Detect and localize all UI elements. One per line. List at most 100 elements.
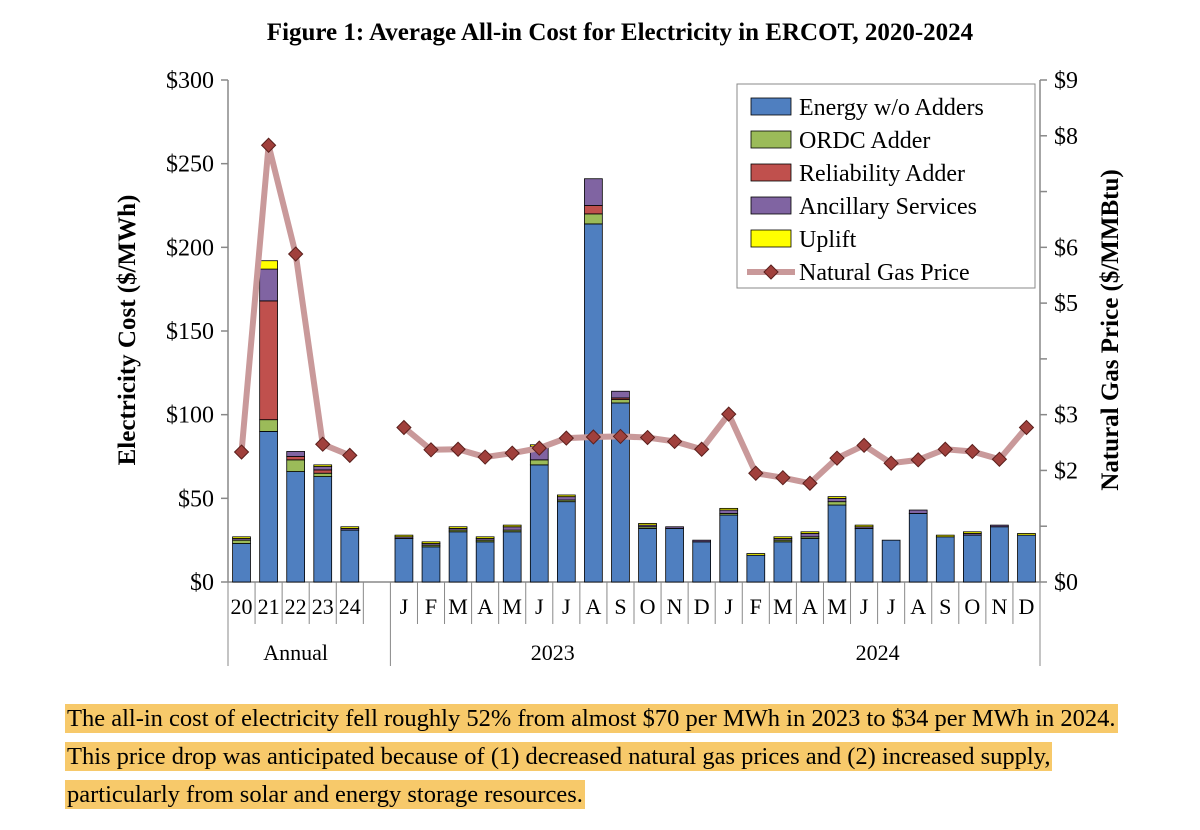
bar-segment — [557, 494, 576, 498]
bar-segment — [557, 501, 576, 583]
bar-segment — [665, 526, 684, 529]
gas-price-marker — [233, 444, 250, 460]
group-label: Annual — [263, 640, 328, 665]
legend-marker — [763, 264, 779, 280]
gas-price-marker — [775, 469, 791, 486]
bar-segment — [286, 456, 305, 461]
bar-segment — [800, 531, 820, 534]
category-label: F — [750, 594, 762, 619]
bar-segment — [232, 543, 251, 583]
bar-segment — [963, 531, 982, 534]
y2-tick-label: $6 — [1054, 235, 1078, 261]
category-label: J — [887, 594, 896, 619]
legend-swatch — [750, 163, 792, 182]
bar-segment — [935, 534, 955, 538]
y2-tick-label: $2 — [1054, 458, 1078, 484]
category-label: O — [964, 594, 980, 619]
category-label: A — [910, 594, 926, 619]
y2-tick-label: $8 — [1054, 124, 1078, 150]
plot-area: $0 $50 $100 $150 $200 $250 $300 $0 $2 $3 $5 $6 $8 $9 2… — [166, 68, 1078, 666]
bar-segment — [908, 509, 928, 514]
caption-text: The all-in cost of electricity fell roug… — [65, 704, 1118, 809]
gas-price-marker — [423, 442, 439, 458]
bar-segment — [854, 524, 874, 528]
gas-price-line — [238, 142, 351, 459]
gas-price-marker — [748, 465, 764, 481]
gas-price-marker — [829, 450, 845, 466]
y-tick-label: $0 — [190, 570, 214, 596]
bar-segment — [394, 534, 414, 538]
bar-segment — [286, 459, 305, 472]
bar-segment — [935, 536, 955, 583]
bar-segment — [719, 514, 739, 583]
gas-price-marker — [693, 441, 710, 457]
bar-segment — [584, 213, 603, 225]
bar-segment — [502, 524, 522, 528]
bar-segment — [800, 533, 820, 538]
category-label: N — [667, 594, 683, 619]
gas-price-marker — [721, 406, 737, 422]
legend-swatch — [750, 130, 792, 149]
bar-segment — [421, 546, 441, 583]
y-tick-label: $50 — [178, 486, 214, 512]
gas-price-marker — [450, 441, 466, 457]
legend-label: Uplift — [799, 227, 857, 253]
category-label: 24 — [339, 594, 361, 619]
category-label: M — [502, 594, 522, 619]
group-label: 2024 — [856, 640, 900, 665]
bar-segment — [719, 507, 739, 511]
bar-segment — [908, 512, 928, 583]
legend-label: Reliability Adder — [799, 161, 965, 187]
bar-segment — [394, 538, 414, 583]
category-label: O — [640, 594, 656, 619]
category-label: F — [425, 594, 437, 619]
group-label: 2023 — [531, 640, 575, 665]
y-tick-label: $200 — [166, 235, 214, 261]
bar-segment — [963, 534, 982, 583]
category-label: 23 — [312, 594, 334, 619]
bar-segment — [665, 528, 684, 583]
legend-swatch — [750, 97, 792, 116]
gas-price-marker — [639, 429, 656, 446]
category-label: A — [802, 594, 818, 619]
category-label: J — [860, 594, 869, 619]
gas-price-marker — [666, 433, 683, 450]
bar-segment — [259, 260, 278, 270]
bar-segment — [286, 471, 305, 583]
bar-segment — [313, 472, 333, 477]
gas-price-marker — [315, 436, 331, 452]
bar-segment — [692, 539, 711, 543]
legend-label: Ancillary Services — [799, 194, 977, 220]
category-label: J — [724, 594, 733, 619]
bar-segment — [990, 526, 1009, 583]
bar-segment — [557, 496, 576, 501]
bar-segment — [259, 430, 278, 583]
category-label: 22 — [285, 594, 307, 619]
bar-segment — [773, 536, 793, 539]
y-axis-label: Electricity Cost ($/MWh) — [114, 195, 141, 466]
category-label: M — [827, 594, 847, 619]
gas-price-marker — [504, 445, 520, 461]
bar-segment — [800, 538, 820, 583]
bar-segment — [881, 539, 901, 583]
y2-tick-label: $0 — [1054, 570, 1078, 596]
bar-segment — [475, 541, 495, 583]
bar-segment — [232, 536, 251, 539]
category-label: J — [400, 594, 409, 619]
bar-segment — [313, 476, 333, 583]
bar-segment — [584, 223, 603, 583]
legend: Energy w/o Adders ORDC Adder Reliability A… — [736, 83, 1036, 289]
category-label: A — [585, 594, 601, 619]
bar-segment — [611, 399, 630, 404]
y2-tick-label: $9 — [1054, 68, 1078, 94]
bar-segment — [313, 469, 333, 474]
bar-segment — [286, 451, 305, 457]
bar-segment — [340, 526, 360, 529]
category-label: A — [477, 594, 493, 619]
category-label: D — [1019, 594, 1035, 619]
bar-segment — [611, 390, 630, 399]
gas-price-marker — [585, 429, 602, 445]
gas-price-marker — [991, 451, 1008, 467]
category-label: 21 — [258, 594, 280, 619]
gas-price-marker — [802, 475, 818, 491]
